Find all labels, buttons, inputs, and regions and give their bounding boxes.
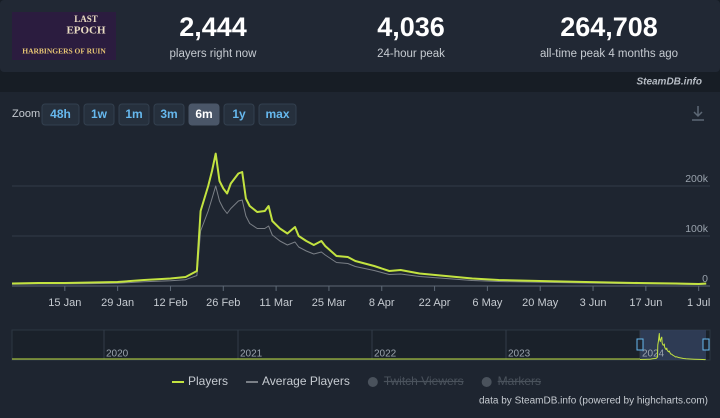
legend-swatch [481,377,492,387]
zoom-button[interactable] [223,103,255,126]
navigator-handle[interactable] [636,338,644,351]
x-tick-label: 1 Jul [687,297,710,309]
navigator-label: 2023 [508,349,531,360]
stats-card [0,0,720,72]
logo-text: LAST [74,14,98,24]
legend-label[interactable]: Average Players [262,374,350,388]
zoom-button[interactable] [118,103,150,126]
legend-swatch [367,377,378,387]
zoom-button[interactable] [258,103,297,126]
chart-panel [0,92,720,418]
navigator-label: 2020 [106,349,129,360]
x-tick-label: 8 Apr [369,297,395,309]
y-tick-label: 0 [702,273,708,285]
stat-label: players right now [170,48,258,60]
navigator-handle[interactable] [702,338,710,351]
credits[interactable]: data by SteamDB.info (powered by highcha… [479,396,708,407]
zoom-button-label[interactable]: 1w [91,107,108,121]
x-tick-label: 6 May [472,297,502,309]
zoom-button-label[interactable]: 48h [50,107,71,121]
stat-value: 264,708 [560,12,658,42]
x-tick-label: 17 Jun [629,297,662,309]
x-tick-label: 29 Jan [101,297,134,309]
download-icon[interactable] [692,106,704,121]
stat-value: 4,036 [377,12,445,42]
legend-label-hidden[interactable]: Markers [498,374,541,388]
x-tick-label: 25 Mar [312,297,347,309]
stat-value: 2,444 [179,12,247,42]
logo-text: EPOCH [66,25,106,37]
x-tick-label: 20 May [522,297,559,309]
zoom-button[interactable] [41,103,80,126]
x-tick-label: 26 Feb [206,297,240,309]
x-tick-label: 11 Mar [259,297,293,309]
legend-label-hidden[interactable]: Twitch Viewers [384,374,464,388]
source-link[interactable]: SteamDB.info [636,77,702,88]
navigator-label: 2024 [642,349,665,360]
stat-label: all-time peak 4 months ago [540,48,678,60]
zoom-button[interactable] [188,103,220,126]
zoom-button-label[interactable]: 1m [125,107,142,121]
legend-label[interactable]: Players [188,374,228,388]
logo-text: HARBINGERS OF RUIN [22,47,106,56]
y-tick-label: 200k [685,173,709,185]
zoom-button[interactable] [153,103,185,126]
x-tick-label: 22 Apr [419,297,451,309]
zoom-button-label[interactable]: max [265,107,289,121]
navigator-line [639,333,706,361]
game-logo [12,12,116,60]
stat-label: 24-hour peak [377,48,445,60]
x-tick-label: 12 Feb [153,297,187,309]
x-tick-label: 3 Jun [580,297,607,309]
navigator-label: 2022 [374,349,397,360]
zoom-button-label[interactable]: 6m [195,107,212,121]
navigator [11,329,711,361]
series-line [11,152,707,285]
x-tick-label: 15 Jan [48,297,81,309]
navigator-label: 2021 [240,349,263,360]
zoom-button[interactable] [83,103,115,126]
y-tick-label: 100k [685,223,709,235]
zoom-button-label[interactable]: 3m [160,107,177,121]
zoom-button-label[interactable]: 1y [232,107,246,121]
zoom-label: Zoom [12,108,40,120]
